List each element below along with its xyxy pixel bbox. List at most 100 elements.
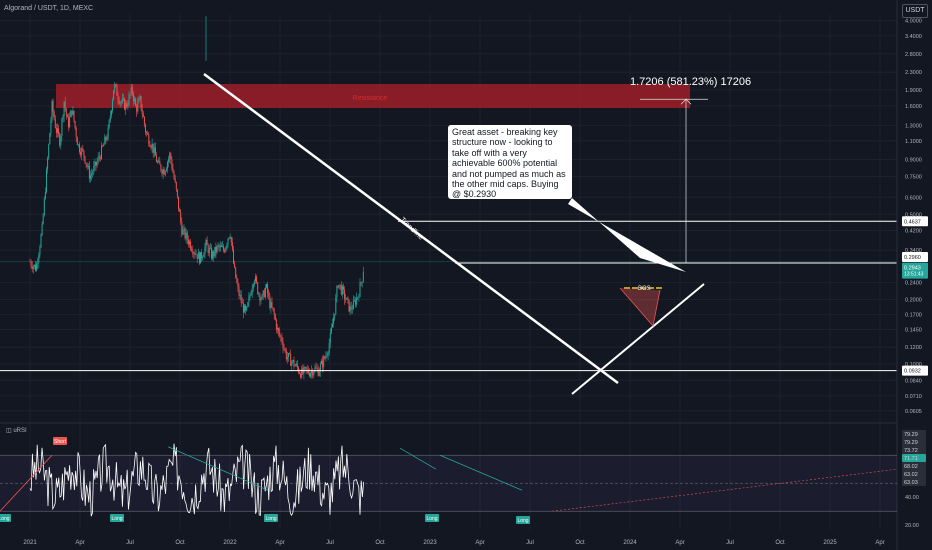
candle-body	[273, 309, 275, 315]
candle-body	[117, 95, 119, 100]
price-tick-label: 1.6000	[905, 104, 922, 110]
price-tick-label: 1.1000	[905, 139, 922, 145]
candle-body	[327, 352, 329, 356]
candle-body	[218, 245, 220, 248]
candle-body	[88, 165, 90, 179]
candle-body	[150, 146, 152, 148]
candle-body	[339, 284, 341, 286]
candle-body	[268, 293, 270, 296]
callout-pointer	[568, 198, 686, 272]
candle-body	[85, 162, 87, 165]
price-tick-label: 1.9000	[905, 88, 922, 94]
candle-body	[105, 136, 107, 140]
price-axis[interactable]: 4.0000 3.4000 2.8000 2.3000 1.9000 1.6000 1.30…	[896, 0, 922, 550]
candle-body	[217, 245, 219, 246]
candle-body	[35, 264, 36, 271]
candle-body	[292, 359, 294, 362]
long-signal-bg	[264, 514, 278, 522]
candle-body	[108, 119, 110, 128]
currency-button[interactable]: USDT	[902, 4, 928, 18]
resistance-zone	[56, 84, 690, 108]
time-axis[interactable]: 2021 Apr Jul Oct 2022 Apr Jul Oct 2023 Apr Jul Oct 2…	[23, 540, 884, 546]
candle-body	[187, 239, 189, 245]
candle-body	[146, 132, 148, 134]
candle-body	[62, 116, 64, 120]
candle-body	[348, 299, 350, 312]
long-signal-bg	[425, 514, 439, 522]
candle-body	[66, 115, 68, 118]
time-tick-label: Oct	[575, 540, 585, 546]
time-tick-label: Oct	[775, 540, 785, 546]
candle-body	[313, 371, 315, 376]
rsi-badge-bg	[902, 462, 926, 470]
candle-body	[81, 148, 83, 155]
candle-body	[142, 113, 144, 117]
candle-body	[98, 156, 100, 158]
symbol-title: Algorand / USDT, 1D, MEXC	[4, 5, 94, 12]
rsi-badge: 63.03	[904, 480, 918, 486]
candle-body	[207, 245, 209, 254]
candle-body	[159, 160, 161, 165]
long-signal: Long	[426, 516, 437, 522]
candle-body	[42, 214, 44, 224]
candle-body	[192, 250, 194, 254]
candle-body	[359, 282, 361, 297]
candle-body	[95, 161, 97, 166]
candle-body	[30, 261, 32, 266]
candle-body	[126, 103, 128, 107]
candle-body	[68, 117, 69, 128]
candle-body	[356, 297, 358, 305]
candle-body	[41, 223, 43, 235]
candle-body	[226, 244, 228, 248]
candle-body	[360, 282, 362, 284]
candle-body	[266, 284, 267, 288]
candle-body	[323, 356, 325, 368]
candle-body	[202, 256, 204, 259]
candle-body	[351, 309, 353, 310]
candle-body	[43, 198, 45, 215]
candle-body	[291, 361, 293, 366]
candle-body	[145, 124, 146, 133]
candle-body	[215, 247, 217, 253]
candle-body	[358, 296, 360, 298]
candle-body	[125, 103, 127, 110]
candle-body	[251, 288, 253, 295]
down-trendline	[203, 72, 619, 385]
time-tick-label: 2023	[423, 540, 437, 546]
candle-body	[286, 357, 288, 360]
candle-body	[248, 296, 250, 303]
candle-body	[261, 295, 263, 299]
long-signal-bg	[516, 516, 530, 524]
rsi-axis: 80.0060.0040.0020.0079.2979.2973.7271.71…	[902, 430, 926, 529]
candle-body	[186, 232, 188, 240]
candle-body	[352, 300, 354, 310]
candle-body	[233, 249, 234, 264]
candle-body	[193, 252, 195, 254]
candle-body	[294, 365, 296, 367]
candle-body	[201, 252, 203, 259]
candle-body	[55, 127, 57, 133]
candle-body	[93, 165, 95, 173]
candle-body	[343, 286, 344, 290]
candle-body	[263, 290, 265, 297]
candle-body	[127, 104, 129, 107]
eye-icon[interactable]: ◫	[6, 428, 12, 434]
candle-body	[198, 252, 200, 264]
candle-body	[114, 84, 116, 91]
candle-body	[92, 172, 94, 174]
candle-body	[241, 302, 243, 304]
candle-body	[138, 98, 140, 103]
time-tick-label: Oct	[175, 540, 185, 546]
candle-body	[325, 356, 327, 359]
candle-body	[322, 360, 324, 368]
rsi-divergence	[0, 454, 53, 512]
candle-body	[222, 246, 223, 247]
candle-body	[314, 367, 316, 372]
price-tick-label: 4.0000	[905, 19, 922, 25]
candle-body	[185, 232, 187, 239]
candle-body	[279, 331, 281, 336]
candle-body	[300, 373, 302, 378]
candle-body	[181, 221, 183, 235]
candle-body	[165, 168, 167, 172]
